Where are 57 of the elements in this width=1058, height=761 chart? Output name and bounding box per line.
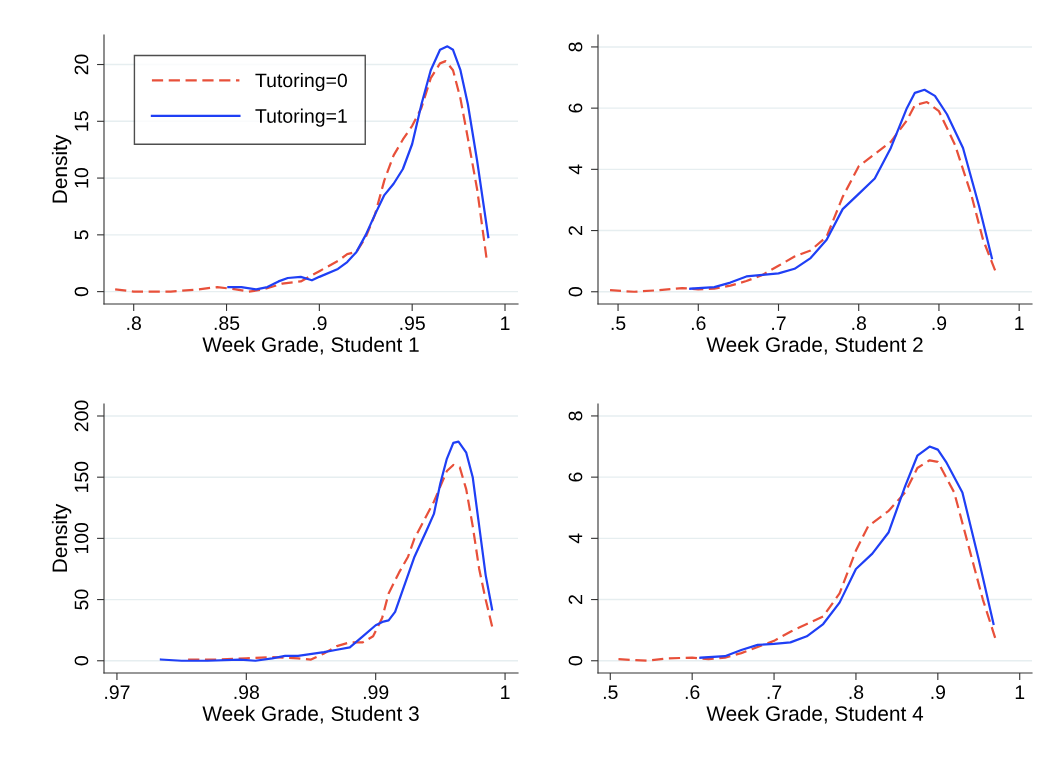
y-tick-label: 6 <box>568 103 583 113</box>
line-series <box>617 459 997 662</box>
y-tick-label: 0 <box>74 656 89 666</box>
x-tick-label: .6 <box>691 316 706 331</box>
line-series <box>608 100 997 293</box>
y-tick-label: 2 <box>568 226 583 235</box>
line-series <box>699 445 995 659</box>
x-tick-label: .8 <box>852 316 866 331</box>
y-tick-label: 8 <box>568 42 583 52</box>
y-tick-label: 4 <box>568 164 583 175</box>
y-tick-label: 4 <box>568 533 583 544</box>
x-tick-label: .7 <box>767 685 782 699</box>
y-tick-label: 200 <box>74 400 89 432</box>
x-tick-label: .85 <box>214 316 240 331</box>
x-axis-title: Week Grade, Student 1 <box>202 336 419 355</box>
x-axis-title: Week Grade, Student 2 <box>706 336 923 355</box>
x-tick-label: 1 <box>1015 316 1024 330</box>
line-series <box>114 60 488 293</box>
x-tick-label: .99 <box>363 685 389 700</box>
x-tick-label: .98 <box>234 685 259 700</box>
y-tick-label: 100 <box>74 522 89 554</box>
y-tick-label: 0 <box>568 287 583 297</box>
x-tick-label: 1 <box>501 316 510 330</box>
y-tick-label: 20 <box>74 54 89 75</box>
x-tick-label: .9 <box>931 685 946 700</box>
x-tick-label: .6 <box>685 685 700 700</box>
y-tick-label: 10 <box>74 168 89 188</box>
x-tick-label: .95 <box>400 316 425 331</box>
x-tick-label: 1 <box>1015 685 1025 699</box>
x-tick-label: .7 <box>772 316 786 330</box>
x-tick-label: .5 <box>603 685 618 700</box>
y-tick-label: 8 <box>568 411 583 421</box>
x-tick-label: 1 <box>501 685 510 699</box>
x-axis-title: Week Grade, Student 3 <box>202 705 419 724</box>
y-tick-label: 150 <box>74 461 89 492</box>
line-series <box>227 45 490 291</box>
x-tick-label: .9 <box>932 316 947 331</box>
line-series <box>186 463 494 661</box>
legend-label: Tutoring=1 <box>255 108 347 127</box>
y-tick-label: 5 <box>74 230 89 240</box>
legend-label: Tutoring=0 <box>255 72 347 92</box>
y-tick-label: 50 <box>74 589 89 610</box>
y-tick-label: 6 <box>568 472 583 482</box>
x-axis-title: Week Grade, Student 4 <box>706 705 924 724</box>
line-series <box>689 88 993 290</box>
y-tick-label: 0 <box>568 656 583 666</box>
y-tick-label: 15 <box>74 111 89 131</box>
y-axis-title: Density <box>51 134 72 203</box>
x-tick-label: .97 <box>105 685 130 700</box>
x-tick-label: .5 <box>611 316 626 331</box>
x-tick-label: .8 <box>849 685 864 700</box>
x-tick-label: .9 <box>313 316 327 331</box>
y-tick-label: 0 <box>74 286 89 297</box>
x-tick-label: .8 <box>127 316 141 331</box>
y-tick-label: 2 <box>568 595 583 604</box>
line-series <box>159 440 494 662</box>
y-axis-title: Density <box>51 503 72 572</box>
